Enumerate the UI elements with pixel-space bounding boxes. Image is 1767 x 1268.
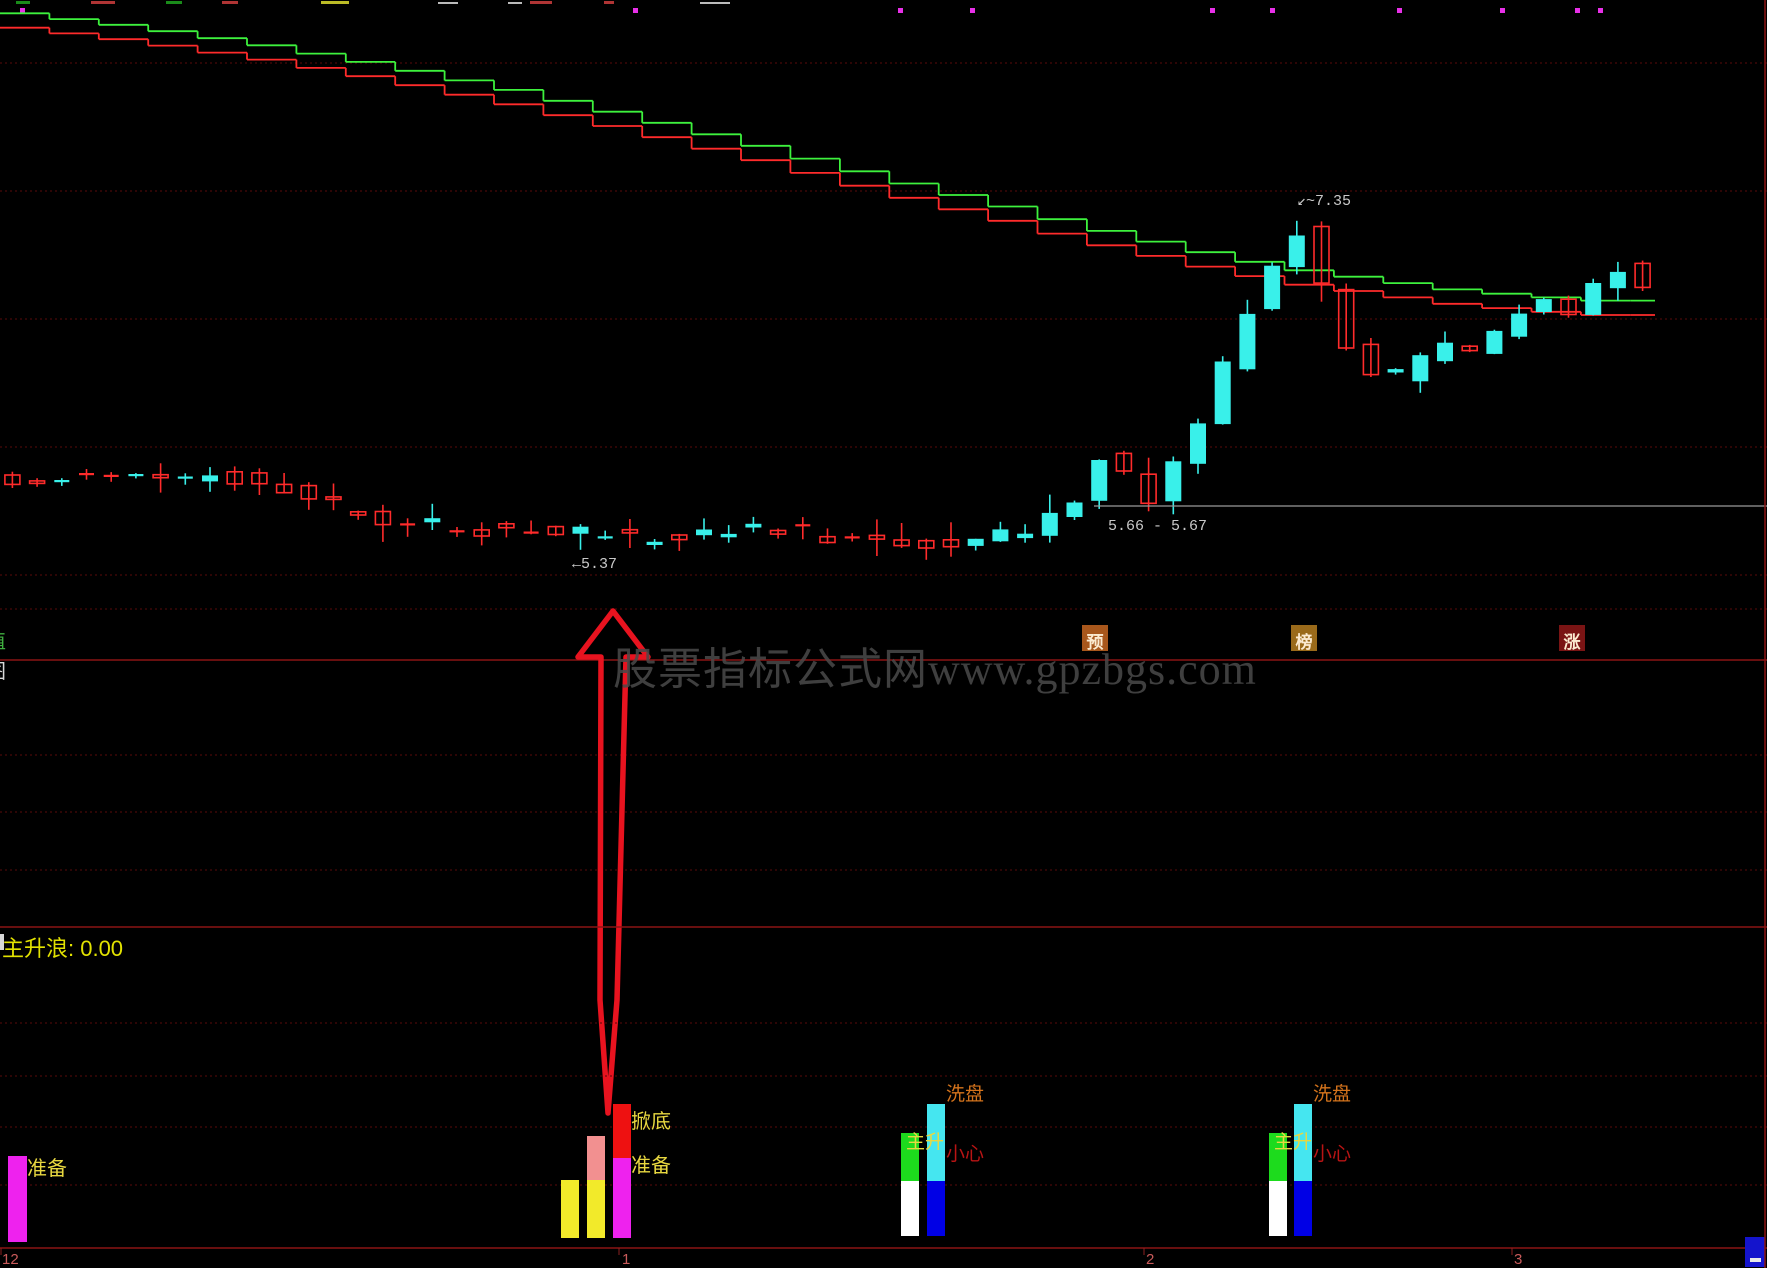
svg-text:股票指标公式网www.gpzbgs.com: 股票指标公式网www.gpzbgs.com bbox=[613, 645, 1257, 694]
svg-text:图: 图 bbox=[0, 661, 6, 683]
svg-text:12: 12 bbox=[2, 1251, 19, 1268]
svg-text:预: 预 bbox=[1087, 633, 1104, 652]
svg-text:←5.37: ←5.37 bbox=[572, 556, 617, 573]
svg-text:2: 2 bbox=[1146, 1251, 1154, 1268]
svg-text:主升: 主升 bbox=[1274, 1131, 1312, 1153]
svg-text:洗盘: 洗盘 bbox=[1313, 1083, 1351, 1105]
svg-text:掀底: 掀底 bbox=[631, 1110, 671, 1133]
svg-text:洗盘: 洗盘 bbox=[946, 1083, 984, 1105]
svg-text:5.66 - 5.67: 5.66 - 5.67 bbox=[1108, 518, 1207, 535]
svg-text:值: 值 bbox=[0, 630, 6, 653]
svg-text:涨: 涨 bbox=[1564, 633, 1581, 652]
svg-text:准备: 准备 bbox=[27, 1157, 67, 1180]
svg-text:主升浪: 0.00: 主升浪: 0.00 bbox=[2, 936, 123, 961]
svg-text:3: 3 bbox=[1514, 1251, 1522, 1268]
svg-text:榜: 榜 bbox=[1296, 632, 1313, 652]
svg-text:准备: 准备 bbox=[631, 1154, 671, 1177]
svg-text:↙~7.35: ↙~7.35 bbox=[1297, 193, 1351, 210]
svg-text:1: 1 bbox=[622, 1251, 630, 1268]
svg-text:小心: 小心 bbox=[946, 1143, 984, 1165]
svg-text:主升: 主升 bbox=[906, 1131, 944, 1153]
svg-text:小心: 小心 bbox=[1313, 1143, 1351, 1165]
